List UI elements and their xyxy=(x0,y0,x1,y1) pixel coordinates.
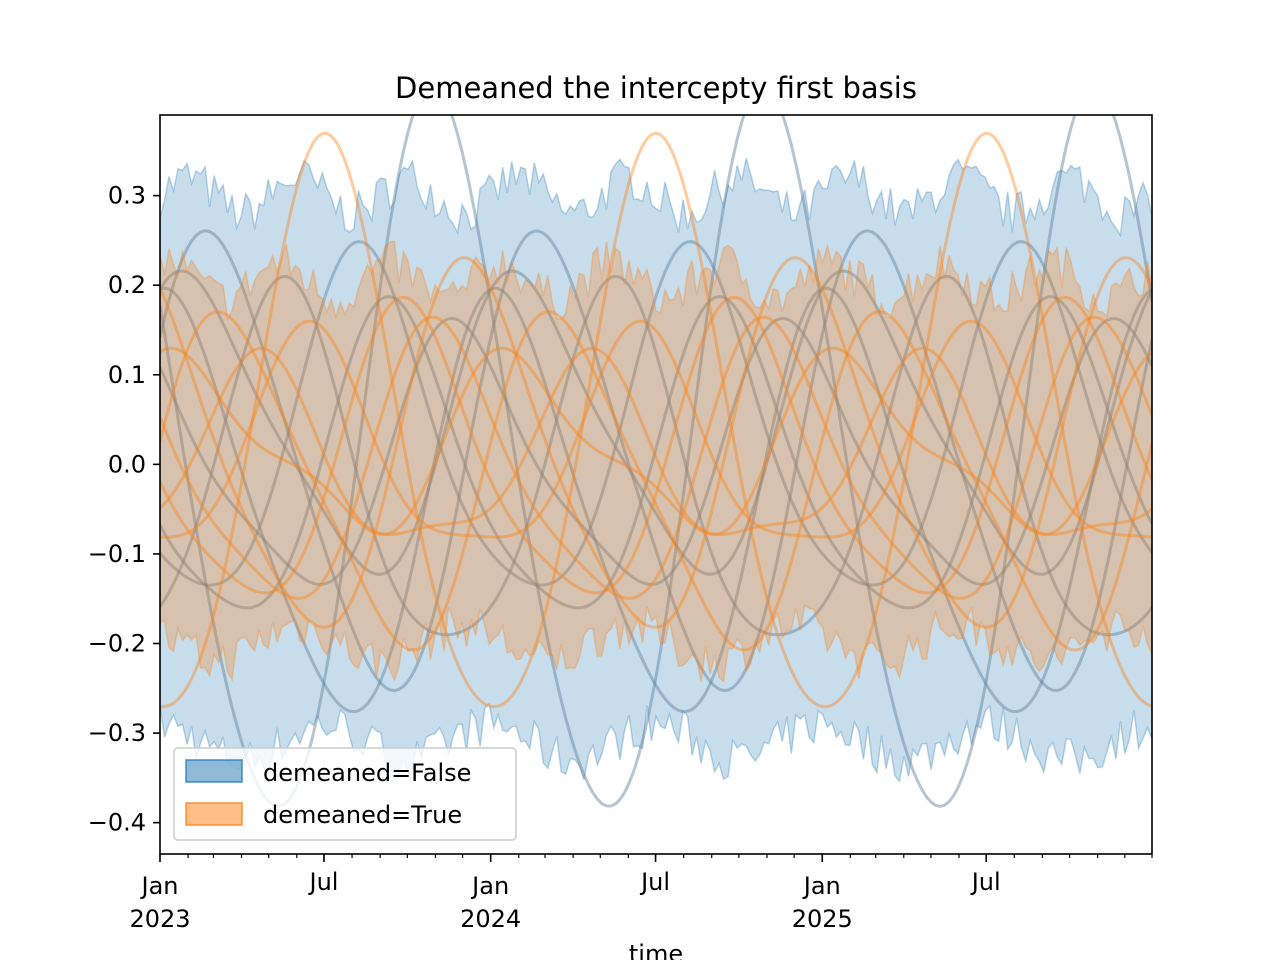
series-1-sample-line-5 xyxy=(160,315,1152,600)
series-0-sample-line-0 xyxy=(160,229,1152,693)
x-tick-label: Jan xyxy=(802,872,841,900)
series-1-sample-line-3 xyxy=(160,295,1152,595)
series-1-sample-line-2 xyxy=(160,310,1152,652)
x-tick-label: Jan xyxy=(140,872,179,900)
series-1-sample-line-6 xyxy=(160,346,1152,537)
series-0 xyxy=(160,115,1152,808)
band-1 xyxy=(160,240,1152,683)
y-tick-label: −0.1 xyxy=(88,540,146,568)
x-tick-label: Jan xyxy=(470,872,509,900)
x-tick-label: Jul xyxy=(970,868,1001,896)
legend-swatch-demeaned-false xyxy=(185,759,243,783)
plot-area xyxy=(160,115,1152,808)
legend: demeaned=False demeaned=True xyxy=(173,747,517,841)
band-0 xyxy=(160,158,1152,784)
x-tick-year-label: 2025 xyxy=(792,905,853,933)
x-tick-label: Jul xyxy=(307,868,338,896)
series-0-sample-line-3 xyxy=(160,239,1152,587)
x-tick-label: Jul xyxy=(639,868,670,896)
legend-label-demeaned-true: demeaned=True xyxy=(263,801,462,829)
y-axis: 0.3 0.2 0.1 0.0 −0.1 −0.2 −0.3 −0.4 xyxy=(88,182,160,837)
series-0-sample-line-5 xyxy=(160,269,1152,576)
x-tick-year-label: 2023 xyxy=(129,905,190,933)
y-tick-label: 0.0 xyxy=(108,450,146,478)
y-tick-label: 0.3 xyxy=(108,182,146,210)
series-0-sample-line-7 xyxy=(160,316,1152,587)
y-tick-label: 0.2 xyxy=(108,271,146,299)
series-0-sample-line-6 xyxy=(160,294,1152,610)
legend-label-demeaned-false: demeaned=False xyxy=(263,759,471,787)
series-1-sample-line-4 xyxy=(160,319,1152,539)
y-tick-label: 0.1 xyxy=(108,361,146,389)
legend-swatch-demeaned-true xyxy=(185,802,243,826)
series-1 xyxy=(160,131,1152,709)
y-tick-label: −0.2 xyxy=(88,629,146,657)
legend-box xyxy=(173,747,517,841)
y-tick-label: −0.4 xyxy=(88,809,146,837)
chart-title: Demeaned the intercepty first basis xyxy=(395,71,917,105)
series-0-sample-line-2 xyxy=(160,286,1152,714)
x-axis: Jan 2023 Jul Jan 2024 Jul Jan 2025 Jul xyxy=(129,854,1153,933)
series-0-sample-line-4 xyxy=(160,274,1152,637)
series-1-sample-line-7 xyxy=(160,346,1152,537)
series-1-sample-line-1 xyxy=(160,256,1152,629)
x-tick-year-label: 2024 xyxy=(460,905,521,933)
series-1-sample-line-0 xyxy=(160,131,1152,709)
y-tick-label: −0.3 xyxy=(88,719,146,747)
series-0-sample-line-1 xyxy=(160,115,1152,808)
x-axis-label: time xyxy=(629,940,683,960)
